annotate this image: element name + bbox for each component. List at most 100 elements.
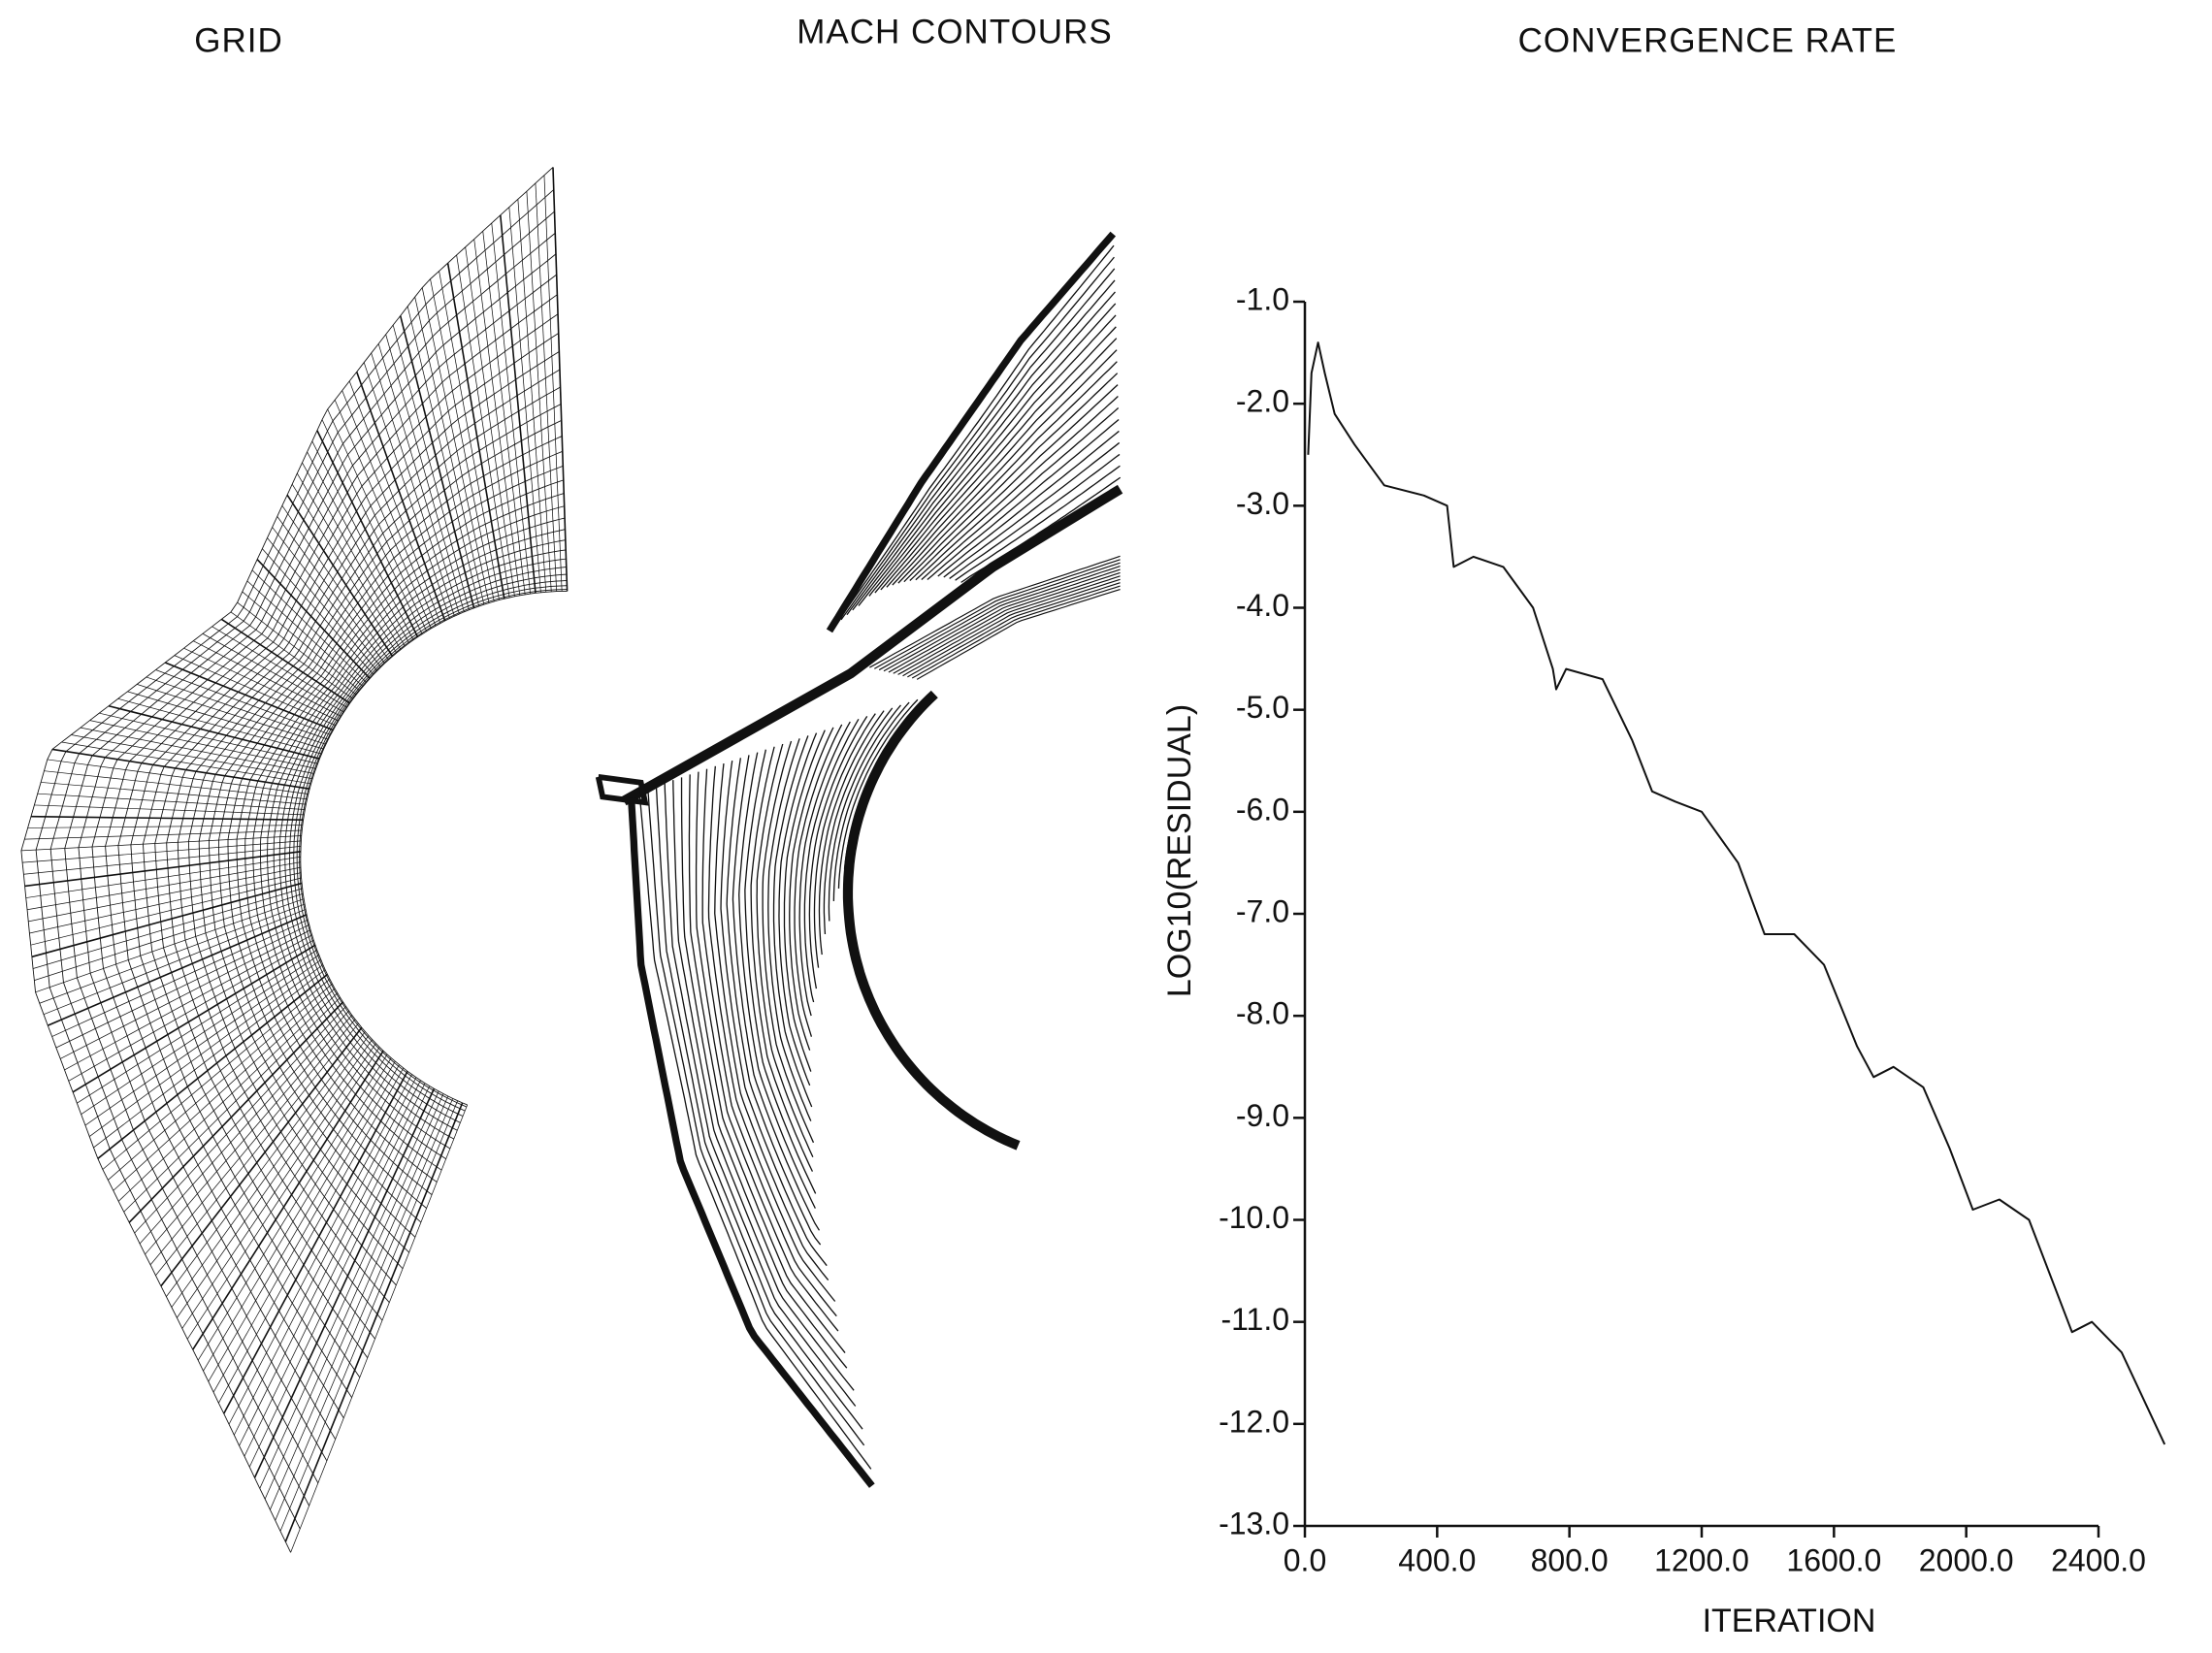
grid-arc-line: [187, 419, 562, 1286]
grid-arc-line: [105, 294, 558, 1419]
mach-contour: [672, 780, 855, 1391]
grid-radial-line: [491, 223, 531, 595]
grid-radial-line: [171, 1035, 370, 1308]
mach-contour: [921, 406, 1120, 580]
wedge: [595, 774, 649, 806]
mach-title: MACH CONTOURS: [797, 13, 1112, 50]
x-tick-label: 800.0: [1531, 1542, 1609, 1577]
grid-arc-line: [252, 517, 566, 1183]
y-tick-label: -1.0: [1236, 281, 1289, 316]
grid-radial-line: [102, 979, 331, 1170]
grid-arc-line: [154, 369, 561, 1340]
grid-radial-line: [61, 741, 311, 785]
grid-radial-line: [446, 263, 505, 600]
grid-radial-line: [407, 306, 480, 607]
mach-contour: [732, 755, 821, 1231]
mach-contour: [883, 566, 1121, 672]
grid-arc-line: [284, 567, 567, 1131]
grid-radial-line: [270, 1095, 449, 1510]
grid-radial-line: [473, 239, 521, 596]
mach-contour: [720, 761, 828, 1267]
grid-arc-line: [64, 232, 556, 1483]
grid-arc-line: [299, 589, 568, 1108]
mach-contour: [903, 373, 1119, 583]
grid-radial-line: [552, 167, 569, 592]
mach-contour: [888, 568, 1121, 673]
grid-radial-line: [230, 611, 354, 699]
grid-arc-line: [91, 274, 557, 1440]
grid-arc-line: [289, 573, 568, 1123]
shock-line: [627, 794, 875, 1488]
grid-radial-line: [246, 580, 364, 687]
mach-contour: [794, 724, 843, 1037]
grid-radial-line: [113, 988, 336, 1191]
grid-radial-line: [108, 983, 333, 1181]
grid-radial-line: [23, 845, 302, 875]
mach-contour: [783, 729, 826, 1072]
grid-radial-line: [181, 1043, 376, 1329]
grid-radial-line: [237, 601, 357, 696]
grid-radial-line: [371, 352, 455, 617]
grid-radial-line: [160, 1026, 363, 1287]
grid-arc-line: [208, 450, 563, 1253]
grid-title: GRID: [194, 21, 283, 59]
grid-radial-line: [174, 655, 337, 727]
grid-radial-line: [244, 1083, 426, 1457]
grid-radial-line: [99, 712, 318, 764]
grid-radial-line: [155, 1022, 359, 1277]
grid-radial-line: [41, 782, 307, 805]
grid-radial-line: [164, 662, 334, 731]
mach-contour: [868, 303, 1117, 597]
mach-contour: [828, 704, 901, 922]
grid-radial-line: [22, 840, 302, 863]
grid-radial-line: [290, 1104, 469, 1553]
grid-radial-line: [233, 1077, 417, 1436]
y-tick-label: -5.0: [1236, 690, 1289, 725]
mach-contour: [834, 244, 1115, 626]
grid-radial-line: [482, 231, 526, 595]
grid-radial-line: [48, 914, 308, 1026]
grid-radial-line: [27, 825, 303, 828]
grid-radial-line: [32, 888, 303, 969]
grid-radial-line: [84, 959, 322, 1126]
grid-arc-line: [49, 211, 555, 1507]
grid-radial-line: [251, 569, 367, 683]
grid-radial-line: [186, 1047, 380, 1340]
grid-arc-line: [267, 539, 566, 1159]
mach-contour: [762, 740, 815, 1144]
grid-arc-line: [236, 493, 565, 1209]
grid-radial-line: [517, 199, 547, 593]
y-tick-label: -6.0: [1236, 792, 1289, 826]
mach-contour: [707, 765, 836, 1302]
grid-radial-line: [197, 1053, 388, 1361]
mach-contour: [858, 291, 1116, 606]
mach-contour: [902, 578, 1121, 677]
mach-contour: [714, 762, 830, 1281]
grid-radial-line: [25, 856, 301, 898]
grid-radial-line: [279, 1100, 458, 1532]
mach-contour: [874, 559, 1121, 669]
grid-radial-line: [256, 559, 371, 679]
grid-radial-line: [155, 669, 331, 735]
grid-radial-line: [34, 892, 304, 981]
grid-radial-line: [248, 1086, 431, 1468]
mach-contour: [886, 338, 1118, 588]
y-tick-label: -9.0: [1236, 1098, 1289, 1133]
mach-contour: [808, 715, 868, 989]
grid-radial-line: [149, 1019, 356, 1266]
grid-radial-line: [44, 770, 308, 800]
grid-radial-line: [430, 278, 495, 602]
grid-radial-line: [81, 955, 319, 1115]
grid-radial-line: [211, 626, 347, 708]
y-axis-label: LOG10(RESIDUAL): [1161, 704, 1198, 997]
grid-radial-line: [264, 1093, 444, 1500]
mach-contour: [823, 707, 894, 935]
grid-radial-line: [136, 684, 327, 745]
grid-drawing: [20, 167, 569, 1553]
mach-contour: [680, 777, 848, 1369]
mach-contour: [638, 791, 872, 1470]
mach-contour: [955, 465, 1121, 581]
grid-arc-line: [244, 505, 565, 1195]
grid-radial-line: [77, 950, 318, 1104]
y-tick-label: -4.0: [1236, 588, 1289, 623]
